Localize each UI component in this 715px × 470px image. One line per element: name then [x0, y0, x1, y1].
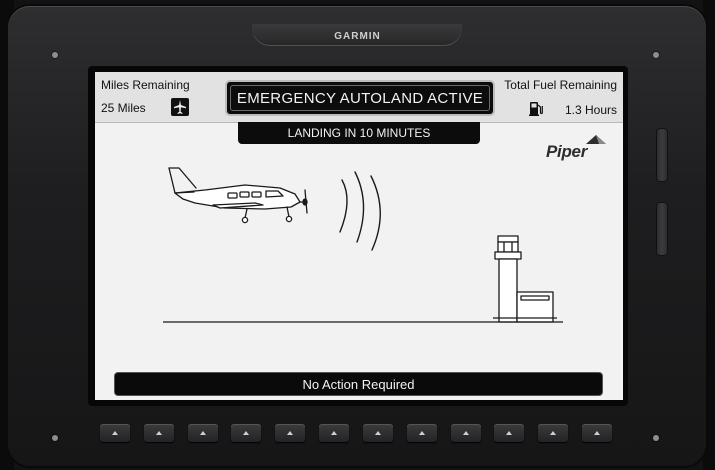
softkey-12[interactable]	[581, 424, 612, 442]
display-screen: Miles Remaining 25 Miles Total Fuel Rema…	[95, 72, 623, 400]
screw-bottom-left	[52, 435, 58, 441]
softkey-1[interactable]	[100, 424, 130, 442]
arrow-up-icon	[112, 431, 118, 435]
landing-countdown-banner: LANDING IN 10 MINUTES	[238, 122, 480, 144]
arrow-up-icon	[374, 431, 381, 435]
arrow-up-icon	[462, 431, 469, 435]
action-status-bar: No Action Required	[114, 372, 603, 396]
arrow-up-icon	[331, 431, 338, 435]
control-tower-illustration	[493, 235, 557, 323]
softkey-4[interactable]	[231, 424, 262, 442]
arrow-up-icon	[243, 431, 250, 435]
fuel-pump-icon	[529, 100, 543, 116]
arrow-up-icon	[506, 431, 513, 435]
arrow-up-icon	[287, 431, 294, 435]
arrow-up-icon	[199, 431, 206, 435]
screw-bottom-right	[653, 435, 659, 441]
miles-remaining-label: Miles Remaining	[101, 78, 190, 92]
piper-logo-mark	[586, 135, 606, 144]
softkey-8[interactable]	[406, 424, 437, 442]
autoland-illustration	[163, 167, 563, 323]
airplane-icon	[171, 98, 189, 116]
fuel-remaining-value: 1.3 Hours	[564, 103, 617, 117]
softkey-9[interactable]	[450, 424, 481, 442]
softkey-10[interactable]	[494, 424, 525, 442]
radio-waves-illustration	[339, 171, 381, 251]
brand-label: GARMIN	[334, 31, 381, 42]
right-shadow	[703, 0, 715, 470]
fuel-remaining-label: Total Fuel Remaining	[504, 78, 617, 92]
banner-text: EMERGENCY AUTOLAND ACTIVE	[230, 85, 490, 111]
brand-notch	[252, 24, 462, 46]
miles-remaining-value: 25 Miles	[101, 101, 146, 115]
piper-logo-text: Piper	[546, 142, 588, 161]
side-knob-upper[interactable]	[656, 128, 668, 182]
screw-top-left	[52, 52, 58, 58]
emergency-autoland-banner: EMERGENCY AUTOLAND ACTIVE	[225, 80, 495, 116]
softkey-7[interactable]	[362, 424, 393, 442]
arrow-up-icon	[550, 431, 557, 435]
softkey-6[interactable]	[319, 424, 350, 442]
airplane-illustration	[168, 167, 308, 224]
softkey-2[interactable]	[143, 424, 174, 442]
softkey-11[interactable]	[538, 424, 569, 442]
softkey-row	[100, 424, 612, 444]
arrow-up-icon	[418, 431, 425, 435]
softkey-5[interactable]	[275, 424, 306, 442]
arrow-up-icon	[155, 431, 162, 435]
side-knob-lower[interactable]	[656, 202, 668, 256]
arrow-up-icon	[593, 431, 600, 435]
softkey-3[interactable]	[187, 424, 218, 442]
screw-top-right	[653, 52, 659, 58]
